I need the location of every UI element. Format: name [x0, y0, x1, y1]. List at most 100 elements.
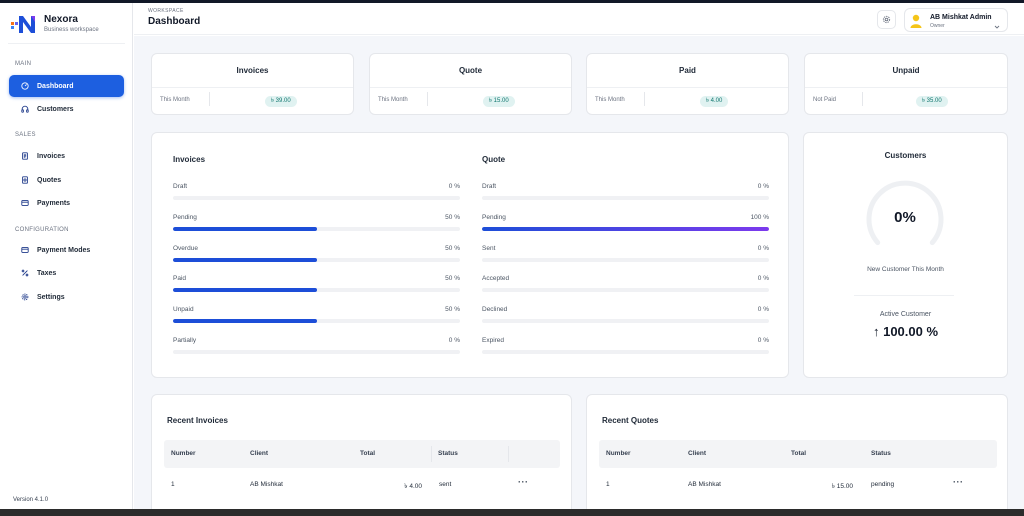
divider	[152, 87, 353, 88]
sidebar-item-payment-modes[interactable]: Payment Modes	[9, 239, 124, 261]
sidebar-item-payments[interactable]: Payments	[9, 192, 124, 214]
column-header-number: Number	[171, 450, 196, 457]
credit-card-icon	[21, 246, 29, 254]
progress-label: Accepted	[482, 275, 510, 283]
stat-label: This Month	[160, 97, 190, 103]
settings-button[interactable]	[877, 10, 896, 29]
status-progress-card: Invoices Draft 0 % Pending 50 % Overdue 50 % P…	[151, 132, 789, 378]
brand[interactable]: Nexora Business workspace	[10, 13, 99, 35]
user-menu[interactable]: AB Mishkat Admin Owner	[904, 8, 1008, 32]
recent-quotes-card: Recent Quotes Number Client Total Status…	[586, 394, 1008, 516]
top-header: WORKSPACE Dashboard AB Mishkat Admin Own…	[134, 3, 1024, 35]
percent-icon	[21, 269, 29, 277]
progress-row: Paid 50 %	[173, 275, 460, 295]
workspace-label: WORKSPACE	[148, 8, 184, 14]
sidebar: Nexora Business workspace MAIN Dashboard…	[0, 3, 133, 509]
progress-bar	[173, 196, 460, 200]
section-label-configuration: CONFIGURATION	[15, 227, 69, 233]
progress-label: Partially	[173, 337, 197, 344]
sidebar-item-quotes[interactable]: Quotes	[9, 169, 124, 191]
divider	[805, 87, 1007, 88]
chevron-down-icon	[994, 17, 1000, 29]
progress-fill	[173, 257, 317, 262]
more-options-icon[interactable]: ···	[518, 477, 529, 487]
cell-total: ৳ 15.00	[831, 483, 853, 490]
stat-badge: ৳ 39.00	[265, 96, 297, 107]
column-header-total: Total	[360, 450, 376, 457]
divider	[209, 92, 210, 106]
window-top-edge	[0, 0, 1024, 3]
progress-row: Expired 0 %	[482, 337, 769, 357]
cell-client: AB Mishkat	[688, 481, 721, 488]
sidebar-item-label: Payments	[37, 199, 71, 207]
progress-percent: 0 %	[757, 244, 769, 252]
customers-title: Customers	[884, 151, 927, 160]
progress-label: Declined	[482, 306, 508, 314]
column-header-client: Client	[688, 450, 707, 457]
recent-quotes-title: Recent Quotes	[602, 416, 659, 425]
cell-number: 1	[606, 481, 610, 488]
app-version: Version 4.1.0	[13, 497, 49, 503]
cell-number: 1	[171, 481, 175, 488]
divider	[370, 87, 571, 88]
progress-bar	[482, 226, 769, 231]
progress-label: Unpaid	[173, 306, 194, 314]
recent-invoices-card: Recent Invoices Number Client Total Stat…	[151, 394, 572, 516]
customers-card: Customers 0% New Customer This Month Act…	[803, 132, 1008, 378]
stat-card-quote[interactable]: Quote This Month ৳ 15.00	[369, 53, 572, 115]
progress-row: Declined 0 %	[482, 306, 769, 326]
quote-progress-title: Quote	[482, 155, 506, 164]
stat-card-invoices[interactable]: Invoices This Month ৳ 39.00	[151, 53, 354, 115]
main-content: Invoices This Month ৳ 39.00 Quote This M…	[134, 36, 1024, 516]
nexora-logo-icon	[10, 13, 40, 35]
progress-label: Draft	[173, 183, 188, 190]
sidebar-item-taxes[interactable]: Taxes	[9, 262, 124, 284]
progress-fill	[482, 226, 769, 231]
progress-label: Expired	[482, 337, 505, 344]
cell-client: AB Mishkat	[250, 481, 283, 488]
progress-row: Overdue 50 %	[173, 245, 460, 265]
sidebar-item-customers[interactable]: Customers	[9, 98, 124, 120]
progress-bar	[173, 319, 460, 324]
stat-label: This Month	[595, 97, 625, 103]
dashboard-gauge-icon	[21, 82, 29, 90]
quote-doc-icon	[21, 176, 29, 184]
divider	[644, 92, 645, 106]
stat-card-unpaid[interactable]: Unpaid Not Paid ৳ 35.00	[804, 53, 1008, 115]
column-header-total: Total	[791, 450, 807, 457]
sidebar-item-label: Payment Modes	[37, 246, 91, 254]
stat-title: Paid	[679, 66, 696, 75]
progress-percent: 50 %	[445, 275, 460, 283]
stat-label: Not Paid	[813, 97, 837, 103]
sidebar-item-dashboard[interactable]: Dashboard	[9, 75, 124, 97]
progress-bar	[482, 257, 769, 262]
cell-total: ৳ 4.00	[404, 483, 422, 490]
progress-row: Pending 100 %	[482, 214, 769, 234]
progress-fill	[173, 226, 317, 231]
progress-percent: 50 %	[445, 213, 460, 221]
progress-row: Accepted 0 %	[482, 275, 769, 295]
progress-percent: 0 %	[757, 337, 769, 344]
stat-card-paid[interactable]: Paid This Month ৳ 4.00	[586, 53, 789, 115]
sidebar-item-label: Invoices	[37, 152, 66, 160]
sidebar-item-settings[interactable]: Settings	[9, 286, 124, 308]
progress-bar	[482, 288, 769, 293]
progress-bar	[482, 350, 769, 354]
sidebar-item-label: Settings	[37, 293, 65, 301]
progress-label: Pending	[482, 213, 506, 221]
more-options-icon[interactable]: ···	[953, 477, 964, 487]
progress-percent: 0 %	[448, 337, 460, 344]
progress-bar	[482, 319, 769, 324]
window-bottom-edge	[0, 509, 1024, 516]
stat-title: Unpaid	[892, 66, 920, 75]
divider	[862, 92, 863, 106]
recent-invoices-title: Recent Invoices	[167, 416, 228, 425]
column-header-status: Status	[438, 450, 458, 457]
progress-percent: 100 %	[750, 213, 769, 221]
progress-label: Sent	[482, 244, 496, 252]
active-customer-label: Active Customer	[879, 311, 932, 318]
sidebar-item-invoices[interactable]: Invoices	[9, 145, 124, 167]
progress-percent: 0 %	[757, 275, 769, 283]
cell-status: sent	[439, 481, 452, 488]
section-label-sales: SALES	[15, 132, 36, 138]
